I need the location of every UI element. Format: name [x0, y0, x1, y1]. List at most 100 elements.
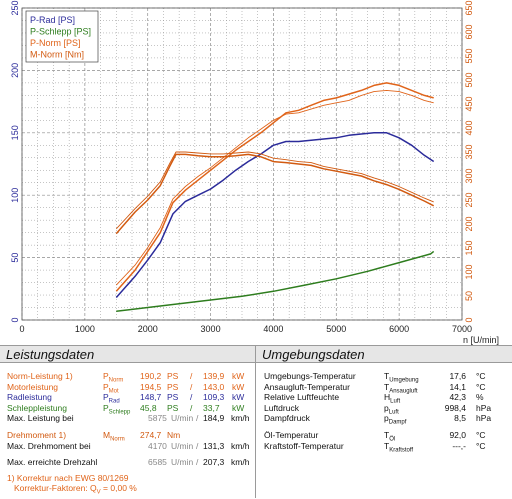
faktoren-subscript: V: [96, 489, 101, 496]
y-right-tick-label: 500: [464, 72, 474, 87]
formula-symbol: TUmgebung: [384, 371, 419, 387]
x-tick-label: 0: [19, 324, 24, 334]
series-line: [115, 89, 434, 286]
y-right-tick-label: 150: [464, 240, 474, 255]
umgebungsdaten-header: Umgebungsdaten: [256, 345, 512, 363]
leistungsdaten-panel: Leistungsdaten Norm-Leistung 1) PNorm 190,…: [0, 345, 256, 498]
drehmoment-unit: Nm: [167, 430, 181, 440]
umgebung-unit: %: [476, 392, 484, 402]
korrektur-faktoren-row: Korrektur-Faktoren: QV = 0,00 %: [0, 483, 256, 496]
x-tick-label: 5000: [326, 324, 346, 334]
leistung-label: Radleistung: [7, 392, 52, 402]
drehmoment-value: 274,7: [140, 430, 162, 440]
max-drehzahl-row: Max. erreichte Drehzahl 6585 U/min/ 207,3 km…: [0, 457, 256, 468]
leistung-value-ps: 45,8: [140, 402, 157, 413]
korrektur-note: 1) Korrektur nach EWG 80/1269: [7, 473, 129, 483]
x-tick-label: 3000: [201, 324, 221, 334]
umgebungsdaten-title: Umgebungsdaten: [262, 347, 365, 362]
y-right-tick-label: 100: [464, 264, 474, 279]
formula-symbol: pLuft: [384, 403, 399, 419]
umgebung-row: Öl-Temperatur TÖl 92,0 °C: [256, 430, 512, 443]
separator: /: [190, 381, 193, 392]
leistung-unit-ps: PS: [167, 392, 179, 402]
symbol-letter: T: [384, 430, 390, 440]
formula-symbol: PSchlepp: [103, 403, 130, 419]
symbol-subscript: Luft: [388, 409, 399, 416]
leistung-unit-kw: kW: [232, 371, 245, 381]
y-left-tick-label: 200: [10, 63, 20, 78]
leistungsdaten-header: Leistungsdaten: [0, 345, 255, 363]
leistung-value-kw: 143,0: [203, 381, 225, 392]
separator: /: [190, 371, 193, 381]
leistung-label: Norm-Leistung 1): [7, 371, 73, 381]
faktoren-label: Korrektur-Faktoren: Q: [14, 483, 97, 493]
umgebung-unit: °C: [476, 440, 486, 451]
series-line: [115, 151, 434, 230]
symbol-subscript: Norm: [108, 377, 124, 384]
symbol-letter: P: [103, 392, 109, 402]
symbol-subscript: Öl: [389, 436, 396, 443]
separator: /: [190, 402, 193, 413]
rpm-unit: U/min: [171, 457, 194, 467]
umgebung-unit: °C: [476, 430, 486, 440]
separator: /: [196, 457, 199, 467]
symbol-letter: T: [384, 381, 390, 392]
umgebung-value: ---,-: [452, 440, 466, 451]
symbol-letter: M: [103, 430, 111, 440]
formula-symbol: HLuft: [384, 392, 400, 408]
umgebung-row: Kraftstoff-Temperatur TKraftstoff ---,- °C: [256, 440, 512, 454]
leistung-row: Radleistung PRad 148,7 PS / 109,3 kW: [0, 392, 256, 405]
x-tick-label: 4000: [263, 324, 283, 334]
leistung-value-ps: 194,5: [140, 381, 162, 392]
max-leistung-label: Max. Leistung bei: [7, 413, 74, 423]
rpm-unit: U/min: [171, 413, 194, 423]
leistung-value-ps: 190,2: [140, 371, 162, 381]
umgebung-row: Umgebungs-Temperatur TUmgebung 17,6 °C: [256, 371, 512, 384]
leistung-value-kw: 33,7: [203, 402, 220, 413]
faktoren-value: = 0,00 %: [100, 483, 137, 493]
umgebung-row: Ansaugluft-Temperatur TAnsaugluft 14,1 °C: [256, 381, 512, 395]
umgebung-value: 14,1: [449, 381, 466, 392]
speed-unit: km/h: [231, 413, 250, 423]
y-left-tick-label: 100: [10, 188, 20, 203]
x-axis-label: n [U/min]: [463, 335, 499, 345]
y-right-tick-label: 0: [464, 317, 474, 322]
separator: /: [190, 392, 193, 402]
legend: P-Rad [PS] P-Schlepp [PS]P-Norm [PS] M-Nor…: [25, 10, 99, 63]
formula-symbol: TÖl: [384, 430, 395, 446]
korrektur-faktoren: Korrektur-Faktoren: QV = 0,00 %: [14, 483, 137, 499]
leistung-label: Schleppleistung: [7, 402, 68, 413]
symbol-letter: p: [384, 413, 389, 423]
symbol-letter: T: [384, 371, 390, 381]
leistung-unit-kw: kW: [232, 392, 245, 402]
korrektur-row: 1) Korrektur nach EWG 80/1269: [0, 473, 256, 484]
symbol-letter: H: [384, 392, 391, 402]
y-right-tick-label: 650: [464, 0, 474, 15]
leistung-unit-kw: kW: [232, 381, 245, 392]
leistung-unit-ps: PS: [167, 402, 179, 413]
leistungsdaten-title: Leistungsdaten: [6, 347, 95, 362]
legend-entry: M-Norm [Nm]: [30, 50, 84, 60]
formula-symbol: TAnsaugluft: [384, 382, 418, 398]
symbol-letter: P: [103, 371, 109, 381]
umgebungsdaten-panel: Umgebungsdaten Umgebungs-Temperatur TUmge…: [256, 345, 512, 498]
x-tick-label: 2000: [138, 324, 158, 334]
formula-symbol: PMot: [103, 382, 119, 398]
max-leistung-row: Max. Leistung bei 5875 U/min/ 184,9 km/h: [0, 413, 256, 424]
formula-symbol: MNorm: [103, 430, 125, 446]
x-tick-label: 7000: [452, 324, 472, 334]
legend-entry: P-Rad [PS]: [30, 15, 75, 25]
max-drehzahl-label: Max. erreichte Drehzahl: [7, 457, 98, 467]
y-right-tick-label: 250: [464, 192, 474, 207]
symbol-subscript: Rad: [108, 398, 120, 405]
formula-symbol: PNorm: [103, 371, 123, 387]
umgebung-value: 998,4: [444, 402, 466, 413]
y-left-tick-label: 150: [10, 125, 20, 140]
y-left-tick-label: 250: [10, 0, 20, 15]
symbol-subscript: Kraftstoff: [389, 447, 414, 454]
legend-box: [25, 10, 99, 63]
umgebung-label: Ansaugluft-Temperatur: [264, 381, 350, 392]
formula-symbol: pDampf: [384, 413, 406, 429]
symbol-letter: P: [103, 381, 109, 392]
umgebung-unit: °C: [476, 371, 486, 381]
